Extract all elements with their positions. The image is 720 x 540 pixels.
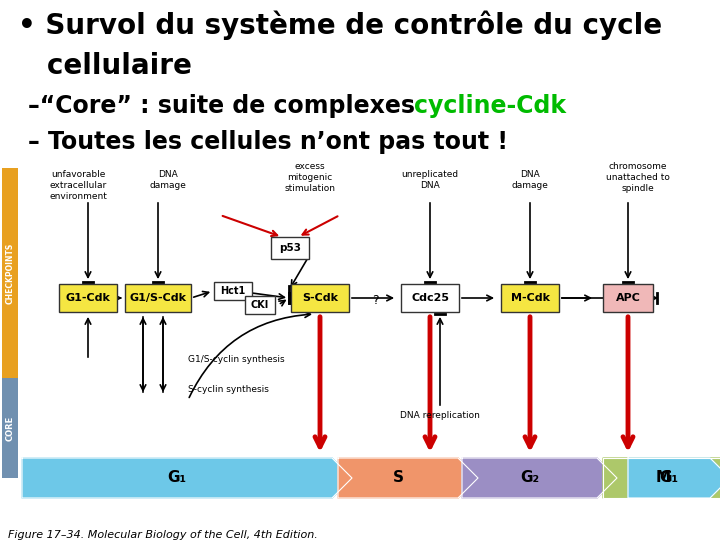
- Text: S-Cdk: S-Cdk: [302, 293, 338, 303]
- Text: unfavorable
extracellular
environment: unfavorable extracellular environment: [49, 170, 107, 201]
- Text: DNA rereplication: DNA rereplication: [400, 410, 480, 420]
- Text: CKI: CKI: [251, 300, 269, 310]
- Text: –“Core” : suite de complexes: –“Core” : suite de complexes: [28, 94, 423, 118]
- FancyBboxPatch shape: [603, 284, 653, 312]
- Text: G1/S-Cdk: G1/S-Cdk: [130, 293, 186, 303]
- FancyBboxPatch shape: [214, 282, 252, 300]
- Text: p53: p53: [279, 243, 301, 253]
- Text: CHECKPOINTS: CHECKPOINTS: [6, 242, 14, 303]
- Text: S-cyclin synthesis: S-cyclin synthesis: [188, 386, 269, 395]
- Text: M-Cdk: M-Cdk: [510, 293, 549, 303]
- FancyBboxPatch shape: [291, 284, 349, 312]
- Text: DNA
damage: DNA damage: [150, 170, 186, 190]
- Text: chromosome
unattached to
spindle: chromosome unattached to spindle: [606, 162, 670, 193]
- FancyBboxPatch shape: [59, 284, 117, 312]
- Text: Cdc25: Cdc25: [411, 293, 449, 303]
- FancyBboxPatch shape: [271, 237, 309, 259]
- FancyBboxPatch shape: [245, 296, 275, 314]
- Text: unreplicated
DNA: unreplicated DNA: [402, 170, 459, 190]
- Text: excess
mitogenic
stimulation: excess mitogenic stimulation: [284, 162, 336, 193]
- Text: G₂: G₂: [520, 470, 539, 485]
- Text: M: M: [655, 470, 670, 485]
- Text: G₁: G₁: [660, 470, 678, 485]
- Polygon shape: [603, 458, 720, 498]
- Polygon shape: [628, 458, 720, 498]
- Text: cycline-Cdk: cycline-Cdk: [414, 94, 566, 118]
- Text: Figure 17–34. Molecular Biology of the Cell, 4th Edition.: Figure 17–34. Molecular Biology of the C…: [8, 530, 318, 540]
- Text: • Survol du système de contrôle du cycle: • Survol du système de contrôle du cycle: [18, 10, 662, 39]
- FancyBboxPatch shape: [401, 284, 459, 312]
- Polygon shape: [22, 458, 352, 498]
- Bar: [2, 168, 18, 378]
- Text: S: S: [392, 470, 403, 485]
- Bar: [2, 378, 18, 478]
- Text: cellulaire: cellulaire: [18, 52, 192, 80]
- Text: G1/S-cyclin synthesis: G1/S-cyclin synthesis: [188, 355, 284, 364]
- Text: DNA
damage: DNA damage: [512, 170, 549, 190]
- Text: G1-Cdk: G1-Cdk: [66, 293, 110, 303]
- Text: APC: APC: [616, 293, 640, 303]
- Text: Hct1: Hct1: [220, 286, 246, 296]
- Text: ?: ?: [372, 294, 378, 307]
- Polygon shape: [462, 458, 617, 498]
- Text: CORE: CORE: [6, 415, 14, 441]
- FancyBboxPatch shape: [125, 284, 191, 312]
- Text: – Toutes les cellules n’ont pas tout !: – Toutes les cellules n’ont pas tout !: [28, 130, 508, 154]
- Text: G₁: G₁: [168, 470, 186, 485]
- FancyBboxPatch shape: [501, 284, 559, 312]
- Polygon shape: [338, 458, 478, 498]
